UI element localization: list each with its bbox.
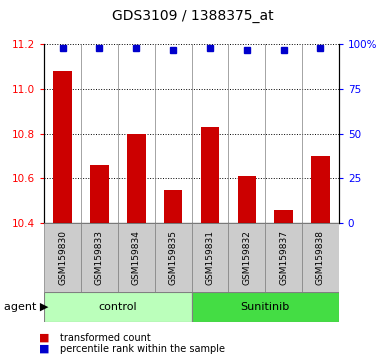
Bar (275, 210, 293, 223)
Bar (228, 223, 265, 292)
Text: transformed count: transformed count (60, 333, 151, 343)
Text: GDS3109 / 1388375_at: GDS3109 / 1388375_at (112, 9, 273, 23)
Bar (118, 223, 155, 292)
Text: GSM159831: GSM159831 (206, 230, 214, 285)
Text: GSM159834: GSM159834 (132, 230, 141, 285)
Bar (54, 71, 72, 223)
Bar (164, 189, 182, 223)
Bar (44, 223, 81, 292)
Bar (192, 292, 339, 322)
Text: ■: ■ (38, 333, 49, 343)
Text: ■: ■ (38, 344, 49, 354)
Bar (265, 223, 302, 292)
Bar (192, 223, 228, 292)
Bar (90, 165, 109, 223)
Text: GSM159835: GSM159835 (169, 230, 177, 285)
Text: GSM159838: GSM159838 (316, 230, 325, 285)
Bar (311, 156, 330, 223)
Text: percentile rank within the sample: percentile rank within the sample (60, 344, 225, 354)
Bar (44, 292, 192, 322)
Bar (155, 223, 192, 292)
Bar (127, 133, 146, 223)
Text: control: control (99, 302, 137, 312)
Text: GSM159833: GSM159833 (95, 230, 104, 285)
Text: GSM159830: GSM159830 (58, 230, 67, 285)
Text: Sunitinib: Sunitinib (241, 302, 290, 312)
Bar (201, 127, 219, 223)
Bar (81, 223, 118, 292)
Text: agent ▶: agent ▶ (4, 302, 48, 312)
Bar (302, 223, 339, 292)
Text: GSM159832: GSM159832 (242, 230, 251, 285)
Text: GSM159837: GSM159837 (279, 230, 288, 285)
Bar (238, 176, 256, 223)
